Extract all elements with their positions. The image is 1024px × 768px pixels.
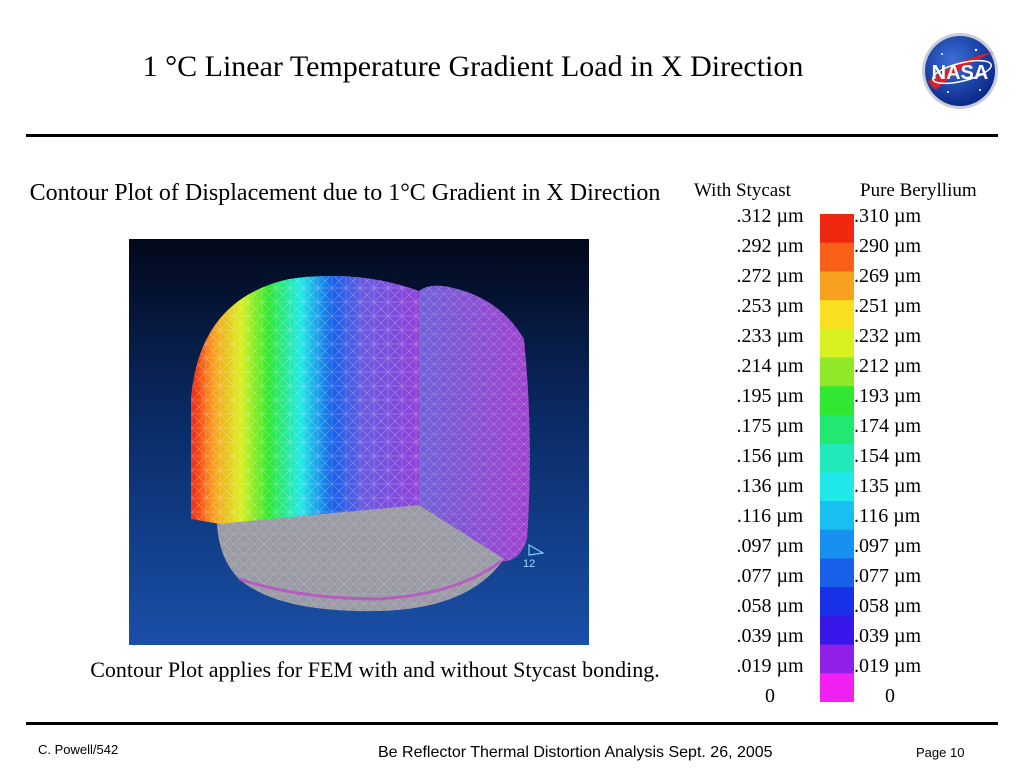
legend-value: .077 µm (736, 565, 804, 587)
contour-plot-image: 12 (129, 239, 589, 645)
legend-value: .058 µm (854, 595, 922, 617)
color-scale-swatch (820, 529, 854, 559)
legend-value: 0 (885, 685, 895, 707)
legend-value: .019 µm (854, 655, 922, 677)
color-scale-swatch (820, 472, 854, 502)
legend-value: .232 µm (854, 325, 922, 347)
legend-value: .312 µm (736, 205, 804, 227)
plot-title: Contour Plot of Displacement due to 1°C … (29, 180, 661, 206)
bottom-divider (26, 722, 998, 725)
legend-value: .077 µm (854, 565, 922, 587)
legend-value: .058 µm (736, 595, 804, 617)
color-scale-swatch (820, 386, 854, 416)
nasa-logo-text: NASA (932, 62, 989, 84)
legend-values-with-stycast: .312 µm .292 µm .272 µm .253 µm .233 µm … (720, 201, 820, 711)
legend-value: .175 µm (736, 415, 804, 437)
legend-value: .290 µm (854, 235, 922, 257)
legend-value: .097 µm (736, 535, 804, 557)
color-scale-bar (820, 214, 854, 702)
color-scale-swatch (820, 443, 854, 473)
legend-value: .310 µm (854, 205, 922, 227)
legend-value: .212 µm (854, 355, 922, 377)
legend-header-with-stycast: With Stycast (694, 180, 791, 201)
legend-value: .251 µm (854, 295, 922, 317)
color-scale-swatch (820, 615, 854, 646)
legend-value: .292 µm (736, 235, 804, 257)
legend-value: .214 µm (736, 355, 804, 377)
legend-value: .019 µm (736, 655, 804, 677)
legend-value: .039 µm (854, 625, 922, 647)
footer-author: C. Powell/542 (38, 742, 119, 757)
axis-marker-label: 12 (523, 558, 535, 570)
legend-value: .233 µm (736, 325, 804, 347)
color-scale-swatch (820, 673, 854, 702)
top-divider (26, 134, 998, 137)
legend-value: .116 µm (736, 505, 804, 527)
legend-value: .039 µm (736, 625, 804, 647)
legend-value: .116 µm (854, 505, 921, 527)
legend-value: .174 µm (854, 415, 922, 437)
legend-value: .154 µm (854, 445, 922, 467)
footer-page-number: Page 10 (916, 745, 965, 760)
legend-value: .195 µm (736, 385, 804, 407)
color-scale-swatch (820, 414, 854, 445)
legend-value: .135 µm (854, 475, 922, 497)
legend-value: .193 µm (854, 385, 922, 407)
color-scale-swatch (820, 587, 854, 617)
legend-value: .269 µm (854, 265, 922, 287)
color-scale-swatch (820, 328, 854, 359)
legend-value: .253 µm (736, 295, 804, 317)
color-scale-swatch (820, 300, 854, 330)
nasa-logo: NASA (922, 33, 998, 109)
color-scale-swatch (820, 644, 854, 674)
legend-values-pure-beryllium: .310 µm .290 µm .269 µm .251 µm .232 µm … (854, 201, 964, 711)
footer-title: Be Reflector Thermal Distortion Analysis… (378, 744, 773, 761)
legend-value: .272 µm (736, 265, 804, 287)
legend-value: .097 µm (854, 535, 922, 557)
legend-value: .156 µm (736, 445, 804, 467)
color-scale-swatch (820, 242, 854, 272)
legend-value: 0 (765, 685, 775, 707)
plot-caption: Contour Plot applies for FEM with and wi… (90, 657, 660, 682)
slide-title: 1 °C Linear Temperature Gradient Load in… (142, 50, 804, 83)
color-scale-swatch (820, 558, 854, 588)
color-scale-swatch (820, 501, 854, 531)
color-scale-swatch (820, 271, 854, 301)
color-scale-swatch (820, 214, 854, 244)
legend-value: .136 µm (736, 475, 804, 497)
color-scale-swatch (820, 357, 854, 387)
legend-header-pure-beryllium: Pure Beryllium (860, 180, 977, 201)
